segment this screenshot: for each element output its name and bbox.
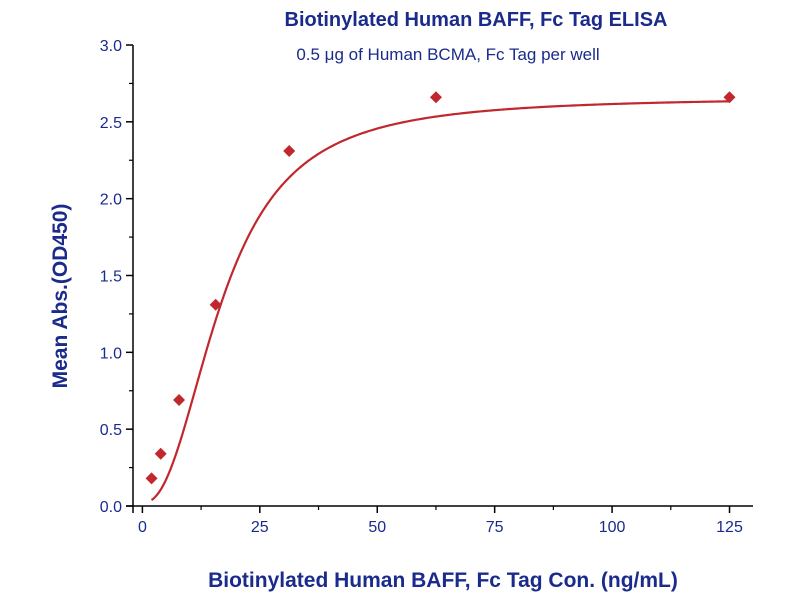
data-point <box>209 298 222 311</box>
data-point <box>429 91 442 104</box>
x-tick-label: 0 <box>138 519 147 536</box>
y-tick-label: 1.5 <box>100 269 122 286</box>
fit-curve <box>150 100 730 502</box>
fit-curve-layer <box>150 100 730 502</box>
x-tick-label: 50 <box>368 519 386 536</box>
y-tick-label: 2.0 <box>100 192 122 209</box>
data-point <box>723 91 736 104</box>
data-point <box>283 145 296 158</box>
y-tick-label: 0.5 <box>100 422 122 439</box>
y-tick-label: 0.0 <box>100 499 122 516</box>
x-tick-label: 100 <box>599 519 626 536</box>
data-points <box>145 91 736 485</box>
x-tick-label: 25 <box>251 519 269 536</box>
y-tick-label: 2.5 <box>100 115 122 132</box>
chart-title: Biotinylated Human BAFF, Fc Tag ELISA <box>285 9 668 31</box>
y-axis-title: Mean Abs.(OD450) <box>49 204 72 389</box>
x-tick-label: 125 <box>716 519 743 536</box>
y-tick-label: 1.0 <box>100 345 122 362</box>
x-axis-title: Biotinylated Human BAFF, Fc Tag Con. (ng… <box>208 569 678 592</box>
data-point <box>173 393 186 406</box>
y-tick-label: 3.0 <box>100 38 122 55</box>
data-point <box>154 447 167 460</box>
axes: 0.0 0.5 1.0 1.5 2.0 2.5 3.0 0 25 50 75 100 125 <box>100 38 753 536</box>
chart-subtitle: 0.5 μg of Human BCMA, Fc Tag per well <box>296 45 599 64</box>
x-tick-label: 75 <box>486 519 504 536</box>
data-point <box>145 472 158 485</box>
